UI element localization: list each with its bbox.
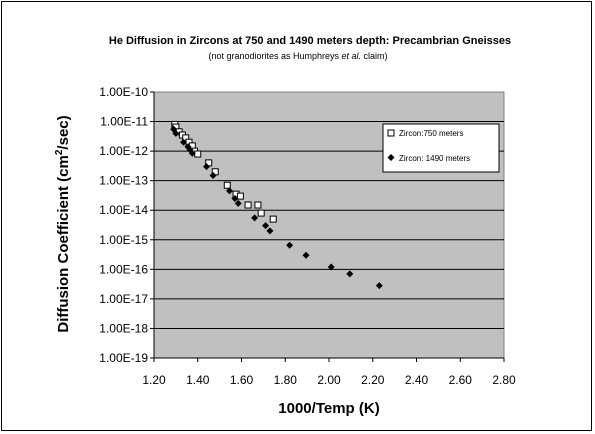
y-tick-label: 1.00E-19 bbox=[99, 351, 148, 365]
legend-marker-750 bbox=[387, 129, 395, 137]
legend-label-750: Zircon:750 meters bbox=[399, 129, 463, 138]
data-point-1490m bbox=[231, 194, 239, 202]
ylabel-superscript: 2 bbox=[54, 149, 65, 155]
ylabel-part-1: Diffusion Coefficient (cm bbox=[55, 155, 72, 333]
data-point-1490m bbox=[225, 187, 233, 195]
data-point-1490m bbox=[375, 282, 383, 290]
y-tick-label: 1.00E-18 bbox=[99, 321, 148, 335]
x-tick-label: 2.20 bbox=[361, 373, 385, 387]
x-tick-label: 2.60 bbox=[449, 373, 473, 387]
y-tick-label: 1.00E-10 bbox=[99, 85, 148, 99]
data-point-750m bbox=[269, 215, 277, 223]
y-tick-label: 1.00E-12 bbox=[99, 144, 148, 158]
data-point-1490m bbox=[188, 149, 196, 157]
x-tick-label: 1.40 bbox=[186, 373, 210, 387]
data-point-750m bbox=[244, 201, 252, 209]
y-tick-label: 1.00E-17 bbox=[99, 292, 148, 306]
data-point-750m bbox=[194, 150, 202, 158]
data-point-1490m bbox=[172, 129, 180, 137]
data-point-1490m bbox=[346, 270, 354, 278]
subtitle-part-3: claim) bbox=[361, 51, 388, 61]
data-point-1490m bbox=[286, 241, 294, 249]
chart-title: He Diffusion in Zircons at 750 and 1490 … bbox=[109, 35, 511, 47]
y-tick-label: 1.00E-13 bbox=[99, 174, 148, 188]
ylabel-part-3: /sec) bbox=[55, 115, 72, 149]
subtitle-part-2: et al. bbox=[342, 51, 362, 61]
data-point-1490m bbox=[203, 163, 210, 171]
data-point-1490m bbox=[302, 251, 310, 259]
y-tick-label: 1.00E-11 bbox=[100, 115, 148, 129]
data-point-750m bbox=[236, 192, 244, 200]
y-tick-label: 1.00E-16 bbox=[99, 262, 148, 276]
legend: Zircon:750 meters Zircon: 1490 meters bbox=[382, 123, 500, 173]
legend-label-1490: Zircon: 1490 meters bbox=[399, 154, 470, 163]
y-tick-label: 1.00E-15 bbox=[99, 233, 148, 247]
data-point-750m bbox=[257, 209, 265, 217]
gridlines bbox=[154, 121, 504, 329]
legend-marker-1490 bbox=[387, 154, 395, 161]
x-tick-label: 2.80 bbox=[492, 373, 516, 387]
data-point-1490m bbox=[180, 138, 188, 146]
data-point-1490m bbox=[209, 171, 217, 179]
x-tick-label: 2.40 bbox=[405, 373, 429, 387]
x-tick-label: 1.80 bbox=[274, 373, 298, 387]
data-point-1490m bbox=[234, 199, 242, 207]
data-point-1490m bbox=[266, 227, 274, 235]
data-point-1490m bbox=[251, 214, 259, 222]
data-markers bbox=[170, 120, 383, 290]
data-point-750m bbox=[254, 201, 262, 209]
x-tick-label: 2.00 bbox=[317, 373, 341, 387]
axes bbox=[150, 91, 505, 362]
subtitle-part-1: (not granodiorites as Humphreys bbox=[208, 51, 341, 61]
x-tick-label: 1.60 bbox=[230, 373, 254, 387]
chart-subtitle: (not granodiorites as Humphreys et al. c… bbox=[208, 51, 387, 61]
y-tick-label: 1.00E-14 bbox=[99, 203, 148, 217]
data-point-1490m bbox=[262, 222, 270, 230]
x-tick-label: 1.20 bbox=[142, 373, 166, 387]
data-point-1490m bbox=[327, 263, 335, 271]
legend-box bbox=[382, 123, 500, 173]
y-axis-title: Diffusion Coefficient (cm2/sec) bbox=[54, 115, 72, 332]
x-axis-title: 1000/Temp (K) bbox=[278, 400, 379, 417]
data-point-750m bbox=[223, 181, 231, 189]
y-tick-labels: 1.00E-10 1.00E-11 1.00E-12 1.00E-13 1.00E-14… bbox=[99, 85, 148, 365]
x-tick-labels: 1.20 1.40 1.60 1.80 2.00 2.20 2.40 2.60 2.80 bbox=[142, 373, 516, 387]
